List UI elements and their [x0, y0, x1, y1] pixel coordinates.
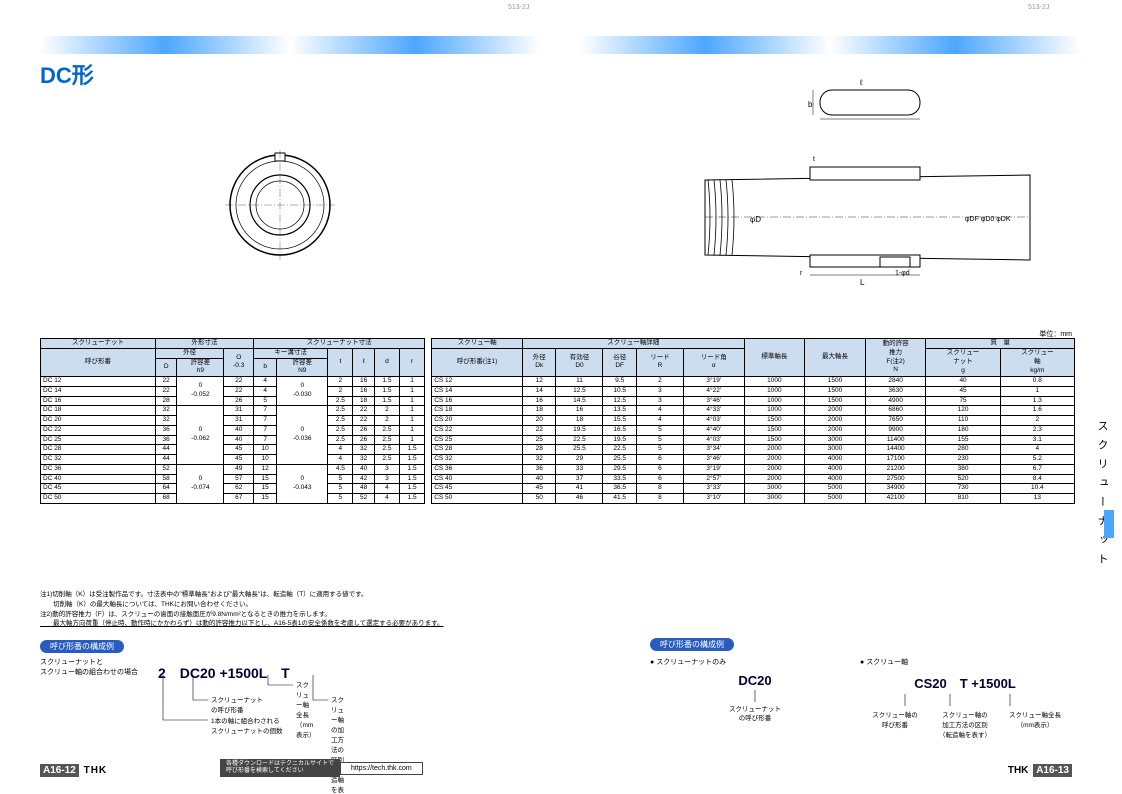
- footer-download: 各種ダウンロードはテクニカルサイトで呼び形番を検索してください https://…: [220, 760, 423, 776]
- composition-left: 呼び形番の構成例 スクリューナットと スクリュー軸の組合わせの場合 2 DC20…: [40, 640, 290, 685]
- side-title: スクリューナット: [1094, 420, 1110, 572]
- svg-text:t: t: [813, 156, 815, 163]
- svg-text:ℓ: ℓ: [859, 78, 863, 87]
- page-title: DC形: [40, 58, 94, 90]
- page-code-r: 513-2J: [1028, 4, 1049, 11]
- page-code-l: 513-2J: [508, 4, 529, 11]
- svg-text:b: b: [808, 100, 813, 109]
- svg-text:L: L: [860, 278, 865, 287]
- footer-left: A16-12 THK: [40, 765, 107, 776]
- svg-text:φDF φD0 φDK: φDF φD0 φDK: [965, 216, 1011, 223]
- diagram-nut: [225, 150, 335, 262]
- side-tab: [1104, 510, 1114, 538]
- diagram-shaft: ℓ b t φD φDF φD0 φDK L r 1-φd: [700, 75, 1040, 307]
- svg-text:1-φd: 1-φd: [895, 270, 910, 277]
- gradient-bar-r: [580, 36, 1080, 54]
- spec-table: スクリューナット外形寸法スクリューナット寸法 スクリュー軸スクリュー軸詳細標準軸…: [40, 338, 1075, 504]
- svg-text:φD: φD: [750, 215, 761, 224]
- notes: 注1)切削軸（K）は受注製作品です。寸法表中の"標準軸長"および"最大軸長"は、…: [40, 590, 444, 629]
- composition-right: 呼び形番の構成例 スクリューナットのみ DC20 スクリューナット の呼び形番 …: [650, 638, 1080, 739]
- footer-right: THK A16-13: [1008, 765, 1072, 776]
- gradient-bar-l: [40, 36, 540, 54]
- svg-text:r: r: [800, 270, 803, 277]
